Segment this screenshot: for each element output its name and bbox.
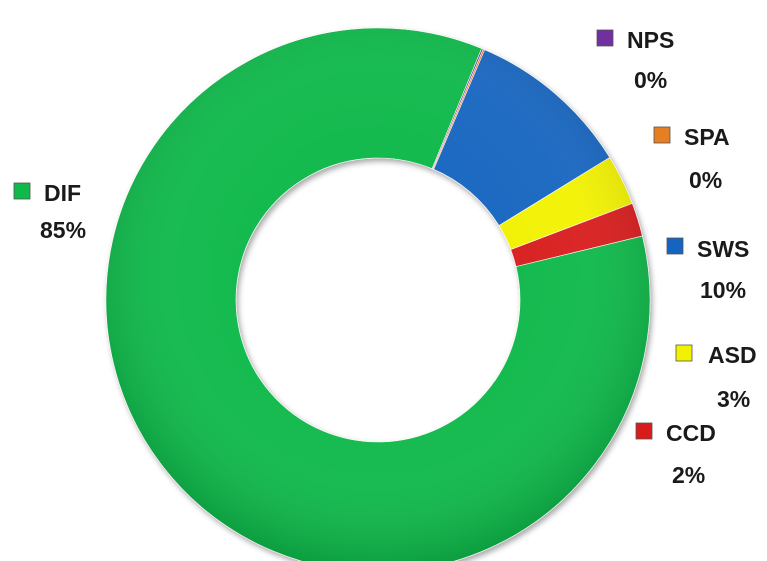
slice-percent-spa: 0% — [689, 167, 722, 193]
legend-label-asd: ASD 3% — [675, 342, 757, 412]
slice-percent-asd: 3% — [717, 386, 750, 412]
legend-marker-nps — [596, 29, 614, 47]
legend-label-ccd: CCD 2% — [635, 420, 716, 488]
legend-marker-sws — [666, 237, 684, 255]
legend-label-dif: DIF 85% — [13, 180, 86, 243]
slice-name-dif: DIF — [44, 180, 81, 206]
slice-name-nps: NPS — [627, 27, 674, 53]
legend-marker-ccd — [635, 422, 653, 440]
slice-name-spa: SPA — [684, 124, 730, 150]
slice-name-asd: ASD — [708, 342, 757, 368]
legend-label-sws: SWS 10% — [666, 236, 749, 303]
legend-label-nps: NPS 0% — [596, 27, 674, 93]
slice-percent-ccd: 2% — [672, 462, 705, 488]
slice-name-ccd: CCD — [666, 420, 716, 446]
legend-marker-spa — [653, 126, 671, 144]
legend-marker-dif — [13, 182, 31, 200]
slice-percent-sws: 10% — [700, 277, 746, 303]
slice-percent-nps: 0% — [634, 67, 667, 93]
legend-marker-asd — [675, 344, 693, 362]
slice-percent-dif: 85% — [40, 217, 86, 243]
legend-label-spa: SPA 0% — [653, 124, 730, 193]
slice-name-sws: SWS — [697, 236, 749, 262]
